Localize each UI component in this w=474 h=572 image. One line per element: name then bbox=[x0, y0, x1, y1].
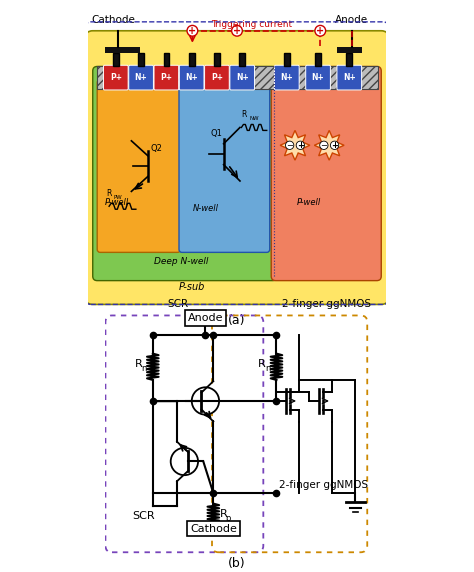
FancyBboxPatch shape bbox=[205, 65, 229, 90]
Polygon shape bbox=[280, 130, 310, 160]
Text: N+: N+ bbox=[343, 73, 356, 82]
Bar bbox=[214, 53, 220, 66]
Bar bbox=[346, 53, 352, 66]
FancyBboxPatch shape bbox=[274, 65, 299, 90]
FancyBboxPatch shape bbox=[306, 65, 330, 90]
Text: −: − bbox=[320, 141, 328, 150]
FancyBboxPatch shape bbox=[93, 66, 277, 281]
Text: P-well: P-well bbox=[297, 198, 321, 206]
Text: R: R bbox=[106, 189, 111, 198]
Text: Cathode: Cathode bbox=[91, 15, 136, 25]
Circle shape bbox=[187, 25, 198, 36]
Text: Triggering current: Triggering current bbox=[211, 21, 292, 29]
FancyBboxPatch shape bbox=[103, 65, 128, 90]
Text: N+: N+ bbox=[185, 73, 198, 82]
Text: Cathode: Cathode bbox=[190, 523, 237, 534]
Bar bbox=[105, 47, 140, 53]
Text: P+: P+ bbox=[110, 73, 122, 82]
Text: Deep N-well: Deep N-well bbox=[154, 257, 208, 266]
Circle shape bbox=[315, 25, 326, 36]
Text: N+: N+ bbox=[281, 73, 293, 82]
Text: R: R bbox=[241, 110, 247, 119]
Text: N-well: N-well bbox=[192, 204, 219, 213]
Circle shape bbox=[232, 25, 242, 36]
Text: N+: N+ bbox=[135, 73, 147, 82]
Text: N+: N+ bbox=[236, 73, 248, 82]
Bar bbox=[97, 66, 378, 89]
Text: n: n bbox=[265, 364, 271, 373]
Text: Q2: Q2 bbox=[151, 144, 163, 153]
Text: +: + bbox=[188, 26, 196, 36]
Text: (a): (a) bbox=[228, 314, 246, 327]
Bar bbox=[189, 53, 195, 66]
Bar bbox=[164, 53, 170, 66]
Text: 2-finger ggNMOS: 2-finger ggNMOS bbox=[282, 299, 371, 309]
Bar bbox=[337, 47, 362, 53]
Text: p: p bbox=[226, 514, 231, 523]
FancyBboxPatch shape bbox=[230, 65, 255, 90]
Text: P-well: P-well bbox=[105, 198, 129, 206]
Text: n: n bbox=[142, 364, 147, 373]
Bar bbox=[239, 53, 245, 66]
Text: N+: N+ bbox=[312, 73, 324, 82]
FancyBboxPatch shape bbox=[179, 65, 204, 90]
Bar bbox=[284, 53, 290, 66]
Text: +: + bbox=[316, 26, 324, 36]
Circle shape bbox=[192, 387, 219, 415]
Circle shape bbox=[319, 141, 328, 149]
Circle shape bbox=[285, 141, 294, 149]
Text: SCR: SCR bbox=[132, 511, 155, 521]
FancyBboxPatch shape bbox=[271, 66, 381, 281]
Text: P+: P+ bbox=[160, 73, 173, 82]
Text: Anode: Anode bbox=[188, 313, 223, 323]
FancyBboxPatch shape bbox=[154, 65, 179, 90]
Text: +: + bbox=[331, 141, 338, 150]
Text: PW: PW bbox=[114, 195, 122, 200]
Text: (b): (b) bbox=[228, 557, 246, 570]
Circle shape bbox=[171, 448, 198, 475]
FancyBboxPatch shape bbox=[337, 65, 362, 90]
Text: R: R bbox=[258, 359, 266, 369]
Text: +: + bbox=[233, 26, 241, 36]
Bar bbox=[113, 53, 119, 66]
Polygon shape bbox=[314, 130, 344, 160]
Text: R: R bbox=[135, 359, 142, 369]
Text: SCR: SCR bbox=[167, 299, 188, 309]
Text: Anode: Anode bbox=[335, 15, 368, 25]
Circle shape bbox=[330, 141, 339, 149]
Text: +: + bbox=[297, 141, 304, 150]
FancyBboxPatch shape bbox=[97, 80, 181, 252]
Text: 2-finger ggNMOS: 2-finger ggNMOS bbox=[279, 480, 368, 490]
Text: NW: NW bbox=[249, 116, 259, 121]
Bar bbox=[138, 53, 144, 66]
FancyBboxPatch shape bbox=[129, 65, 154, 90]
Text: Q1: Q1 bbox=[210, 129, 222, 138]
Bar bbox=[315, 53, 321, 66]
FancyBboxPatch shape bbox=[85, 31, 389, 304]
Text: P+: P+ bbox=[211, 73, 223, 82]
Text: −: − bbox=[286, 141, 293, 150]
FancyBboxPatch shape bbox=[179, 80, 270, 252]
Circle shape bbox=[296, 141, 304, 149]
Text: R: R bbox=[220, 509, 228, 519]
Text: P-sub: P-sub bbox=[179, 281, 206, 292]
